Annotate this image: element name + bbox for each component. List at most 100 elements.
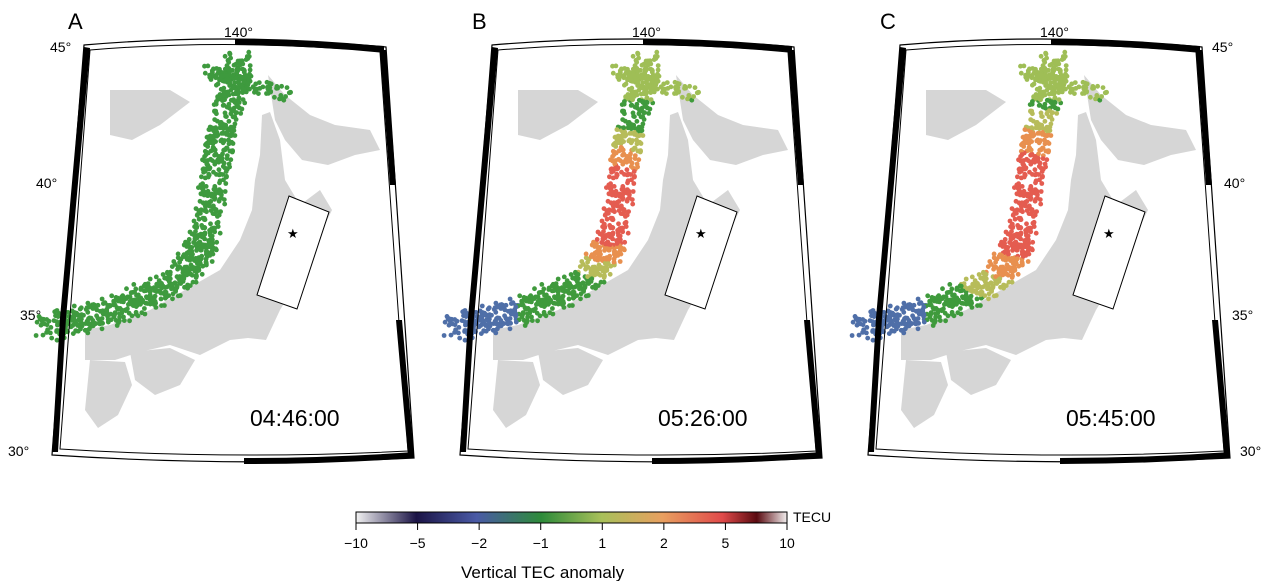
gps-station — [127, 294, 133, 300]
gps-station — [526, 299, 532, 304]
gps-station — [964, 294, 970, 300]
gps-station — [915, 326, 921, 332]
gps-station — [1005, 245, 1011, 250]
gps-station — [574, 272, 580, 278]
gps-station — [169, 264, 175, 269]
gps-station — [535, 294, 541, 300]
gps-station — [577, 286, 582, 292]
gps-station — [620, 147, 626, 153]
gps-station — [640, 133, 646, 138]
gps-station — [1030, 247, 1035, 253]
gps-station — [893, 306, 899, 312]
gps-station — [870, 329, 875, 334]
gps-station — [571, 289, 577, 295]
gps-station — [942, 310, 948, 316]
gps-station — [72, 318, 77, 323]
gps-station — [1007, 218, 1013, 224]
gps-stations — [849, 49, 1109, 343]
gps-station — [64, 319, 70, 324]
gps-station — [623, 70, 629, 76]
gps-station — [630, 189, 636, 194]
gps-station — [890, 321, 896, 327]
gps-station — [617, 259, 623, 264]
gps-station — [625, 180, 630, 186]
gps-station — [622, 82, 627, 88]
gps-station — [642, 89, 647, 95]
gps-station — [560, 288, 565, 293]
gps-station — [222, 53, 228, 59]
gps-station — [947, 282, 953, 287]
epicenter-star-icon: ★ — [1103, 226, 1115, 241]
gps-station — [1035, 131, 1041, 136]
gps-station — [186, 237, 192, 242]
gps-station — [74, 321, 80, 327]
gps-station — [633, 76, 638, 82]
gps-station — [49, 335, 55, 341]
gps-station — [1009, 229, 1014, 234]
gps-station — [281, 97, 287, 103]
gps-station — [138, 297, 143, 303]
panel-letter: B — [472, 9, 487, 34]
gps-station — [1005, 231, 1011, 237]
gps-station — [198, 247, 204, 253]
gps-station — [1052, 59, 1058, 65]
gps-station — [610, 175, 616, 181]
gps-station — [226, 141, 232, 147]
gps-station — [854, 322, 860, 328]
gps-station — [970, 281, 976, 287]
gps-station — [226, 101, 232, 107]
gps-station — [189, 245, 195, 250]
gps-station — [619, 203, 624, 209]
gps-station — [543, 313, 549, 319]
gps-station — [949, 309, 955, 315]
gps-station — [1048, 80, 1053, 86]
gps-station — [619, 139, 625, 145]
gps-station — [102, 311, 108, 317]
gps-station — [942, 301, 948, 307]
gps-station — [1028, 117, 1034, 122]
gps-station — [985, 281, 990, 287]
gps-station — [1015, 271, 1021, 277]
gps-station — [1012, 232, 1018, 238]
gps-station — [617, 250, 623, 255]
gps-station — [648, 97, 654, 102]
gps-station — [214, 239, 220, 245]
gps-station — [1020, 209, 1025, 215]
gps-station — [612, 253, 618, 259]
gps-station — [222, 97, 228, 103]
gps-station — [202, 70, 208, 76]
gps-station — [1084, 89, 1090, 94]
gps-station — [1042, 141, 1048, 147]
gps-station — [218, 209, 224, 215]
frame-bar-left — [460, 47, 498, 452]
gps-station — [524, 320, 529, 326]
gps-station — [228, 55, 234, 61]
gps-station — [577, 264, 583, 269]
gps-station — [588, 266, 593, 272]
gps-station — [1016, 215, 1022, 221]
gps-station — [1059, 89, 1065, 95]
colorbar-tick-label: 10 — [779, 535, 795, 551]
gps-station — [614, 127, 620, 132]
gps-station — [944, 290, 950, 296]
gps-station — [1027, 66, 1032, 72]
gps-station — [496, 315, 502, 321]
gps-station — [1010, 224, 1016, 230]
gps-station — [184, 272, 190, 278]
gps-station — [640, 121, 646, 127]
gps-station — [1025, 192, 1030, 198]
gps-station — [499, 302, 504, 307]
gps-station — [994, 281, 1000, 286]
gps-station — [462, 329, 467, 334]
gps-station — [630, 110, 636, 116]
gps-station — [1036, 103, 1042, 108]
gps-station — [122, 296, 128, 302]
gps-station — [1030, 99, 1035, 104]
gps-station — [1023, 203, 1029, 209]
gps-station — [54, 337, 60, 343]
gps-station — [218, 86, 224, 92]
gps-station — [1097, 97, 1103, 103]
gps-station — [991, 251, 997, 257]
gps-station — [602, 273, 607, 279]
gps-station — [264, 91, 269, 96]
